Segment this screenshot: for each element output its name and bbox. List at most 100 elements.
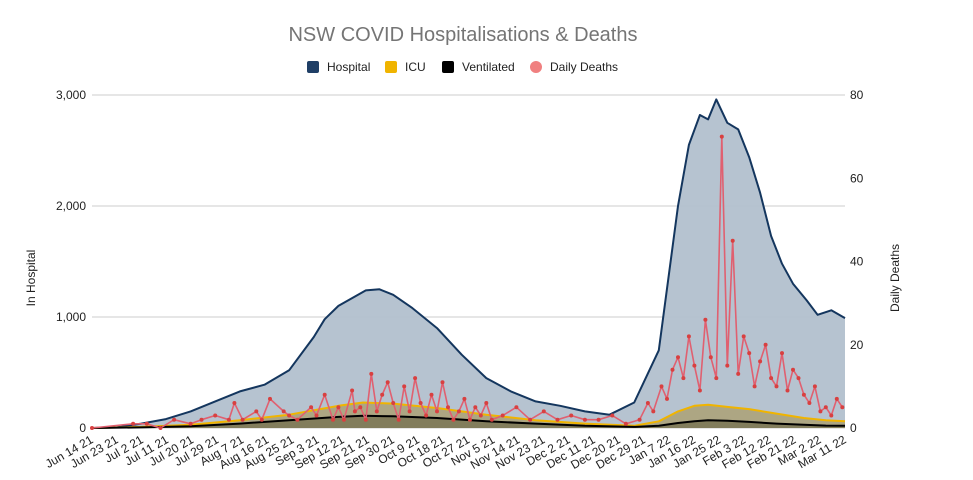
legend-item-icu[interactable]: ICU xyxy=(385,60,426,74)
deaths-point xyxy=(435,409,439,414)
deaths-point xyxy=(834,396,839,401)
deaths-point xyxy=(736,371,741,376)
deaths-point xyxy=(478,413,483,418)
deaths-point xyxy=(840,405,845,410)
deaths-point xyxy=(774,384,779,389)
deaths-point xyxy=(752,384,757,389)
deaths-point xyxy=(358,405,363,410)
icu-line xyxy=(91,401,846,429)
deaths-point xyxy=(402,384,407,389)
deaths-point xyxy=(747,351,752,356)
deaths-point xyxy=(295,417,300,422)
deaths-point xyxy=(322,392,327,397)
y-axis-left: 0 1,000 2,000 3,000 xyxy=(56,88,86,435)
deaths-point xyxy=(314,413,319,418)
deaths-point xyxy=(681,376,686,381)
deaths-point xyxy=(763,342,768,347)
deaths-point xyxy=(796,376,801,381)
hospital-line xyxy=(91,98,846,429)
deaths-point xyxy=(514,405,519,410)
deaths-point xyxy=(714,376,719,381)
deaths-point xyxy=(484,401,489,405)
y-tick-right: 20 xyxy=(850,338,864,352)
deaths-point xyxy=(807,401,812,405)
deaths-point xyxy=(350,388,355,393)
deaths-point xyxy=(254,409,259,414)
y-tick-left: 0 xyxy=(79,421,86,435)
deaths-point xyxy=(780,351,784,356)
deaths-point xyxy=(801,392,806,397)
deaths-point xyxy=(456,409,461,414)
legend-swatch xyxy=(385,61,397,73)
deaths-point xyxy=(725,363,730,368)
legend-item-ventilated[interactable]: Ventilated xyxy=(442,60,515,74)
deaths-point xyxy=(676,355,680,360)
legend-label: ICU xyxy=(405,60,426,74)
deaths-point xyxy=(473,405,478,410)
deaths-point xyxy=(665,396,669,401)
deaths-point xyxy=(659,384,664,389)
deaths-point xyxy=(719,134,724,139)
deaths-series xyxy=(90,134,845,430)
deaths-point xyxy=(596,417,601,422)
deaths-point xyxy=(741,334,746,339)
deaths-point xyxy=(309,405,314,410)
deaths-point xyxy=(407,409,412,414)
y-tick-right: 60 xyxy=(850,171,864,185)
deaths-point xyxy=(582,417,587,422)
deaths-point xyxy=(158,426,163,430)
legend-item-hospital[interactable]: Hospital xyxy=(307,60,370,74)
deaths-point xyxy=(692,363,697,368)
deaths-point xyxy=(287,413,292,418)
legend-label: Hospital xyxy=(327,60,370,74)
deaths-point xyxy=(352,409,357,414)
legend-item-daily-deaths[interactable]: Daily Deaths xyxy=(530,60,618,74)
deaths-point xyxy=(391,401,396,405)
legend-swatch xyxy=(307,61,319,73)
deaths-point xyxy=(769,376,774,381)
legend-swatch xyxy=(530,61,542,73)
deaths-point xyxy=(199,417,204,422)
deaths-point xyxy=(226,417,231,422)
chart-title: NSW COVID Hospitalisations & Deaths xyxy=(288,24,637,46)
deaths-point xyxy=(730,238,735,243)
deaths-point xyxy=(331,417,335,422)
deaths-point xyxy=(374,409,379,414)
deaths-point xyxy=(500,413,505,418)
deaths-point xyxy=(645,401,650,405)
deaths-point xyxy=(385,380,390,385)
deaths-point xyxy=(380,392,385,397)
deaths-point xyxy=(823,405,828,410)
deaths-point xyxy=(172,417,177,422)
deaths-point xyxy=(396,417,401,422)
legend-label: Daily Deaths xyxy=(550,60,618,74)
y-tick-left: 2,000 xyxy=(56,199,86,213)
deaths-point xyxy=(90,426,94,430)
deaths-point xyxy=(336,405,341,410)
deaths-point xyxy=(708,355,713,360)
deaths-point xyxy=(369,371,374,376)
deaths-point xyxy=(818,409,823,414)
legend[interactable]: Hospital ICU Ventilated Daily Deaths xyxy=(307,60,618,74)
deaths-point xyxy=(791,367,795,372)
deaths-point xyxy=(418,401,423,405)
deaths-point xyxy=(131,421,136,426)
deaths-point xyxy=(363,417,368,422)
deaths-point xyxy=(703,317,708,322)
deaths-point xyxy=(489,417,494,422)
deaths-point xyxy=(188,421,193,426)
deaths-point xyxy=(785,388,790,393)
deaths-point xyxy=(670,367,675,372)
ventilated-area xyxy=(92,415,845,428)
legend-swatch xyxy=(442,61,454,73)
y-tick-right: 80 xyxy=(850,88,864,102)
deaths-point xyxy=(812,384,817,389)
deaths-point xyxy=(240,417,245,422)
deaths-point xyxy=(144,421,149,426)
deaths-point xyxy=(446,405,450,410)
deaths-point xyxy=(213,413,218,418)
deaths-point xyxy=(637,417,642,422)
y-tick-left: 3,000 xyxy=(56,88,86,102)
